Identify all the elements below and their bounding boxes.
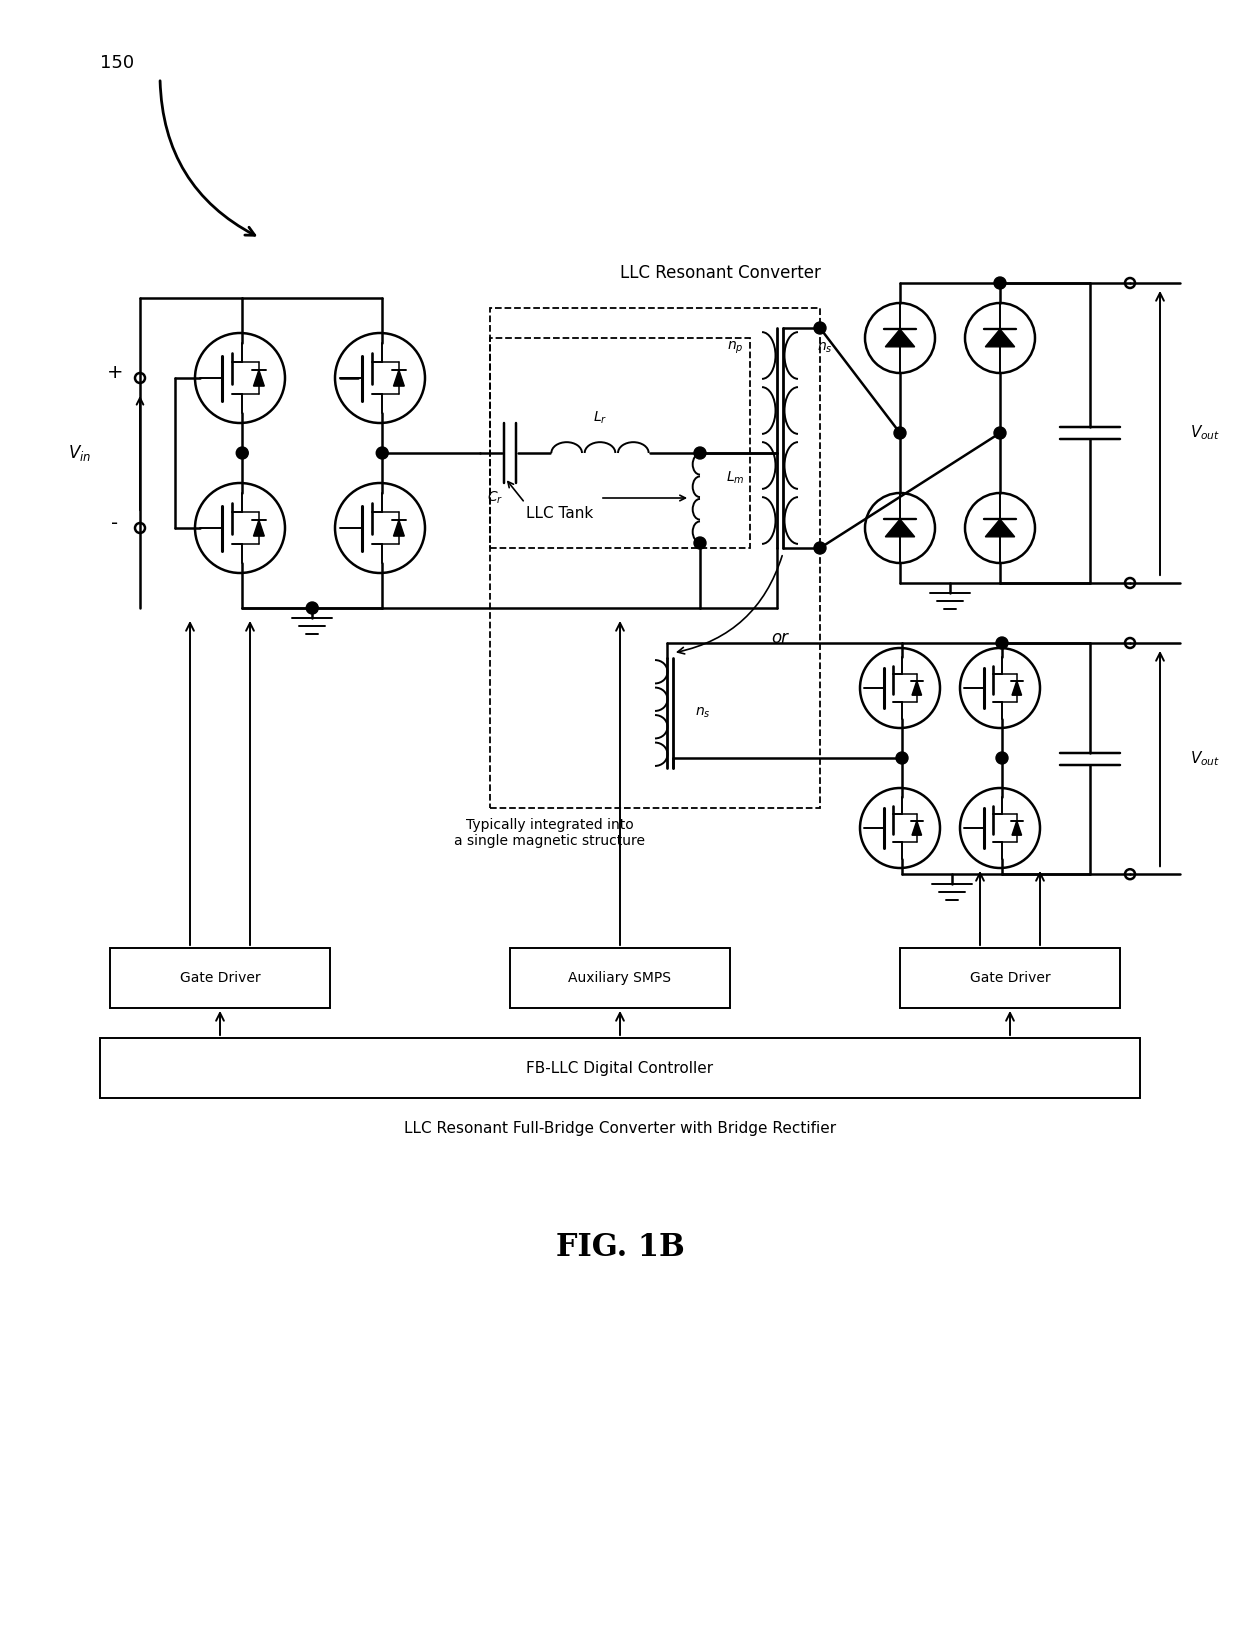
Polygon shape <box>393 369 404 386</box>
Polygon shape <box>253 369 264 386</box>
Circle shape <box>237 447 248 460</box>
Circle shape <box>694 537 706 549</box>
Circle shape <box>897 751 908 765</box>
Circle shape <box>994 427 1006 438</box>
Circle shape <box>306 602 319 615</box>
Circle shape <box>813 321 826 335</box>
Text: $n_s$: $n_s$ <box>694 705 711 720</box>
Text: LLC Resonant Converter: LLC Resonant Converter <box>620 264 821 282</box>
Circle shape <box>894 427 906 438</box>
Circle shape <box>994 277 1006 288</box>
Text: +: + <box>107 364 123 382</box>
Text: $C_r$: $C_r$ <box>487 489 503 506</box>
Polygon shape <box>911 681 921 695</box>
Bar <box>100 1038 1140 1098</box>
Text: $V_{out}$: $V_{out}$ <box>1190 750 1220 768</box>
Bar <box>490 308 820 808</box>
Text: FB-LLC Digital Controller: FB-LLC Digital Controller <box>527 1061 713 1076</box>
Text: $n_s$: $n_s$ <box>817 341 833 356</box>
Text: $L_m$: $L_m$ <box>725 470 744 486</box>
Circle shape <box>813 542 826 554</box>
Circle shape <box>376 447 388 460</box>
Text: Gate Driver: Gate Driver <box>180 971 260 986</box>
Polygon shape <box>393 519 404 536</box>
Polygon shape <box>986 330 1014 346</box>
Bar <box>510 948 730 1009</box>
Polygon shape <box>885 330 915 346</box>
Text: $n_p$: $n_p$ <box>727 339 743 356</box>
Text: FIG. 1B: FIG. 1B <box>556 1233 684 1264</box>
Polygon shape <box>1012 821 1022 836</box>
Polygon shape <box>986 519 1014 537</box>
Text: $L_r$: $L_r$ <box>593 410 608 427</box>
Circle shape <box>996 638 1008 649</box>
Bar <box>490 338 750 549</box>
Text: $V_{in}$: $V_{in}$ <box>68 443 92 463</box>
Text: LLC Resonant Full-Bridge Converter with Bridge Rectifier: LLC Resonant Full-Bridge Converter with … <box>404 1121 836 1135</box>
Text: Gate Driver: Gate Driver <box>970 971 1050 986</box>
Circle shape <box>694 447 706 460</box>
Bar <box>900 948 1120 1009</box>
Text: -: - <box>112 514 119 532</box>
Polygon shape <box>253 519 264 536</box>
Text: Typically integrated into
a single magnetic structure: Typically integrated into a single magne… <box>455 817 646 849</box>
Text: Auxiliary SMPS: Auxiliary SMPS <box>568 971 672 986</box>
Text: or: or <box>771 630 789 648</box>
Text: 150: 150 <box>100 54 134 73</box>
Text: $V_{out}$: $V_{out}$ <box>1190 424 1220 442</box>
Polygon shape <box>885 519 915 537</box>
Text: LLC Tank: LLC Tank <box>526 506 594 521</box>
Polygon shape <box>911 821 921 836</box>
Bar <box>110 948 330 1009</box>
Polygon shape <box>1012 681 1022 695</box>
Circle shape <box>996 751 1008 765</box>
